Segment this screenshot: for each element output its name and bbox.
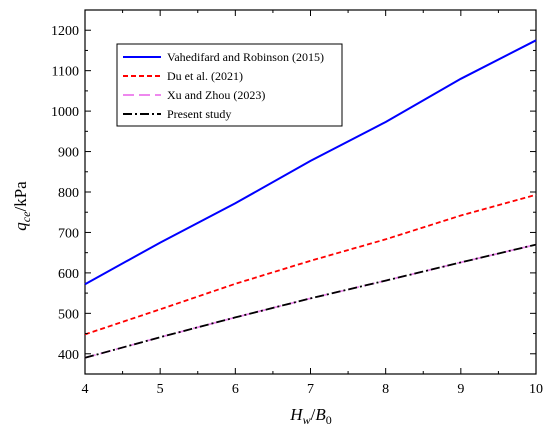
x-tick-label: 4 [82,382,89,397]
legend-label-2: Du et al. (2021) [167,69,243,83]
x-tick-label: 9 [457,382,464,397]
x-tick-label: 7 [307,382,314,397]
y-tick-label: 600 [58,267,79,282]
x-tick-label: 8 [382,382,389,397]
y-tick-label: 1200 [51,24,79,39]
y-tick-label: 1100 [52,65,79,80]
legend-label-1: Vahedifard and Robinson (2015) [167,50,324,64]
legend-label-4: Present study [167,107,231,121]
y-tick-label: 500 [58,307,79,322]
y-axis-title: qce/kPa [11,181,33,231]
x-tick-label: 6 [232,382,239,397]
series-line-1 [84,39,537,286]
series-line-2 [84,193,537,336]
y-tick-label: 800 [58,186,79,201]
legend-label-3: Xu and Zhou (2023) [167,88,265,102]
x-tick-label: 10 [529,382,543,397]
x-tick-label: 5 [157,382,164,397]
series-line-4 [84,243,537,359]
y-tick-label: 900 [58,146,79,161]
series-line-3 [84,243,537,359]
y-tick-label: 700 [58,226,79,241]
x-axis-title: Hw/B0 [289,405,331,427]
y-tick-label: 1000 [51,105,79,120]
y-tick-label: 400 [58,348,79,363]
